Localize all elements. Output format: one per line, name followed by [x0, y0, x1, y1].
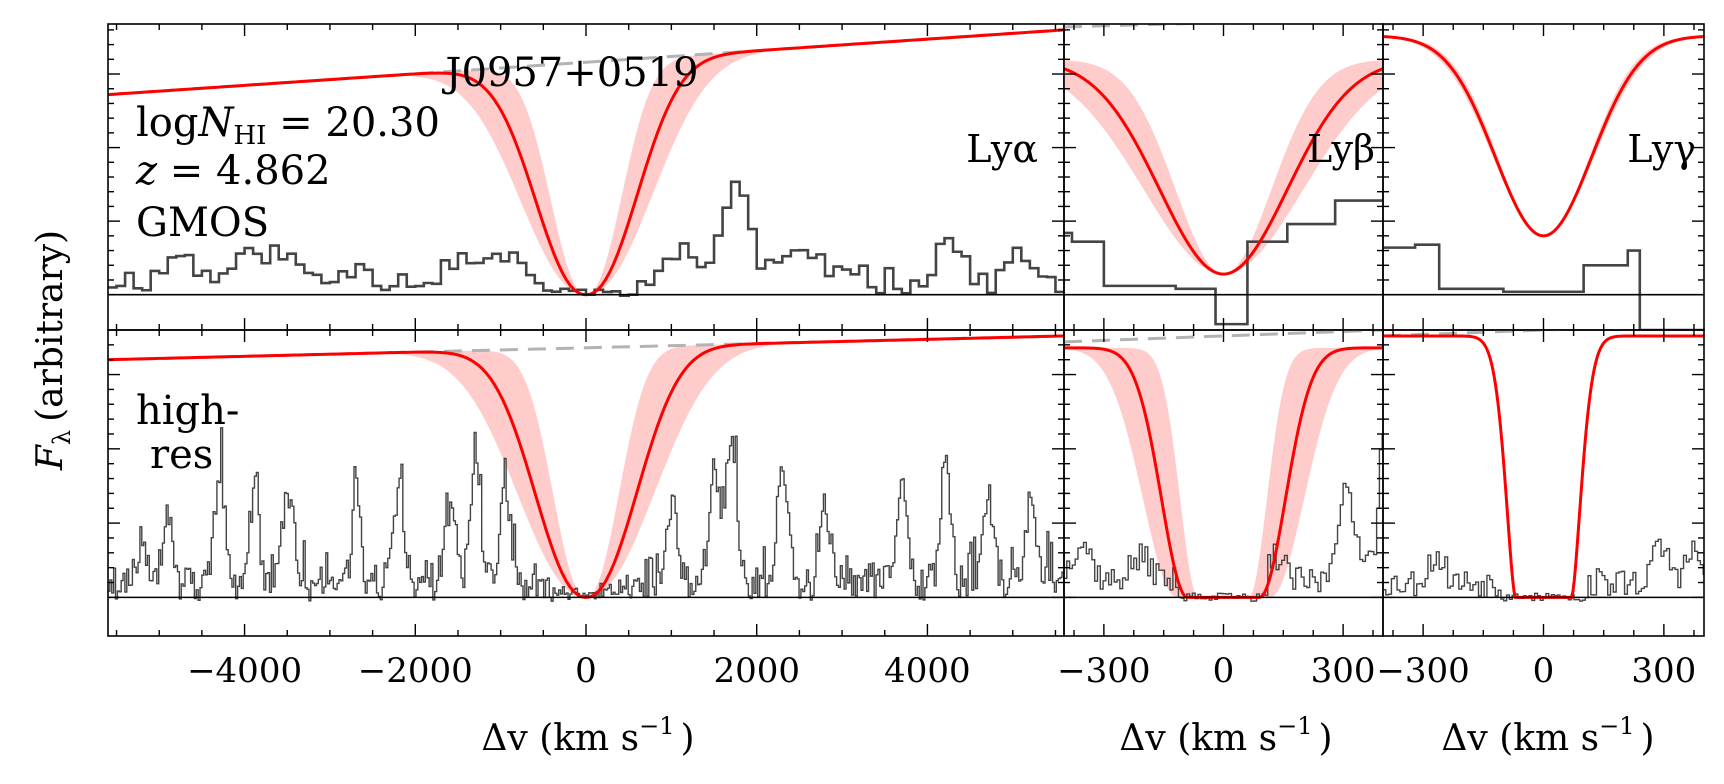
- instrument-label-gmos: GMOS: [136, 200, 269, 246]
- x-axis-label-lya: Δv (km s−1): [481, 712, 694, 759]
- logn-symbol: N: [197, 100, 235, 146]
- best-fit-model: [1383, 35, 1704, 238]
- logn-subscript: HI: [233, 121, 266, 151]
- continuum-line: [1064, 330, 1383, 344]
- x-tick-label: −2000: [358, 651, 473, 691]
- best-fit-model: [1064, 67, 1383, 276]
- redshift-symbol: z: [135, 148, 158, 194]
- x-label-lya-text: Δv (km s: [481, 718, 639, 759]
- x-tick-label: 0: [1213, 651, 1235, 691]
- redshift-label: z = 4.862: [135, 148, 331, 194]
- panel-top-lyb: [1063, 23, 1384, 331]
- transition-label-lyb: Lyβ: [1307, 127, 1375, 171]
- model-uncertainty-band: [1064, 347, 1383, 598]
- panel-bottom-lya: −4000 −2000 0 2000 4000: [107, 329, 1065, 691]
- x-label-lyg-sup: −1: [1599, 712, 1634, 740]
- x-label-lyg-end: ): [1641, 718, 1655, 759]
- panel-plot-area: [108, 28, 1064, 297]
- observed-spectrum: [1383, 243, 1704, 330]
- logn-prefix: log: [136, 100, 198, 146]
- instrument-label-highres-line2: res: [150, 432, 213, 478]
- panel-plot-area: [108, 334, 1064, 602]
- x-tick-label: −300: [1057, 651, 1150, 691]
- x-axis-label-lyb: Δv (km s−1): [1119, 712, 1332, 759]
- panel-top-lya: [107, 23, 1065, 331]
- model-uncertainty-band: [1064, 60, 1383, 275]
- panel-frame: [1063, 23, 1384, 331]
- x-label-lyb-text: Δv (km s: [1119, 718, 1277, 759]
- panels-group: −4000 −2000 0 2000 4000 −300 0 300 −300 0 300: [107, 23, 1705, 691]
- panel-plot-area: [1064, 330, 1383, 602]
- observed-spectrum: [1064, 434, 1383, 602]
- logn-value: = 20.30: [266, 100, 439, 146]
- column-density-label: logNHI = 20.30: [136, 100, 440, 151]
- panel-plot-area: [1383, 330, 1704, 602]
- x-label-lyb-sup: −1: [1277, 712, 1312, 740]
- continuum-line: [1383, 24, 1424, 26]
- panel-plot-area: [1383, 24, 1704, 330]
- object-name-label: J0957+0519: [441, 50, 698, 96]
- y-label-unit: (arbitrary): [30, 230, 71, 422]
- panel-top-lyg: [1382, 23, 1705, 331]
- x-label-lyb-end: ): [1319, 718, 1333, 759]
- x-axis-label-lyg: Δv (km s−1): [1441, 712, 1654, 759]
- x-tick-label: 4000: [884, 651, 971, 691]
- x-tick-label: 2000: [713, 651, 800, 691]
- observed-spectrum: [1383, 538, 1704, 602]
- instrument-label-highres-line1: high-: [136, 388, 239, 434]
- x-tick-label: 0: [1533, 651, 1555, 691]
- panel-plot-area: [1064, 24, 1383, 326]
- observed-spectrum: [108, 180, 1064, 297]
- panel-bottom-lyb: −300 0 300: [1057, 329, 1384, 691]
- x-tick-label: 300: [1311, 651, 1376, 691]
- panel-bottom-lyg: −300 0 300: [1376, 329, 1705, 691]
- best-fit-model: [108, 334, 1064, 599]
- x-label-lya-sup: −1: [639, 712, 674, 740]
- observed-spectrum: [1064, 199, 1383, 326]
- x-tick-label: 0: [575, 651, 597, 691]
- model-uncertainty-band: [108, 335, 1064, 598]
- y-label-subscript: λ: [48, 430, 76, 445]
- transition-label-lyg: Lyγ: [1627, 127, 1696, 171]
- redshift-value: = 4.862: [157, 148, 330, 194]
- y-axis-label: Fλ (arbitrary): [30, 230, 76, 471]
- x-label-lyg-text: Δv (km s: [1441, 718, 1599, 759]
- panel-frame: [1382, 329, 1705, 637]
- x-tick-label: 300: [1631, 651, 1696, 691]
- panel-frame: [1382, 23, 1705, 331]
- x-label-lya-end: ): [681, 718, 695, 759]
- transition-label-lya: Lyα: [966, 127, 1038, 171]
- x-tick-label: −300: [1376, 651, 1469, 691]
- x-tick-label: −4000: [187, 651, 302, 691]
- observed-spectrum: [108, 427, 1064, 602]
- y-label-symbol: F: [30, 443, 71, 471]
